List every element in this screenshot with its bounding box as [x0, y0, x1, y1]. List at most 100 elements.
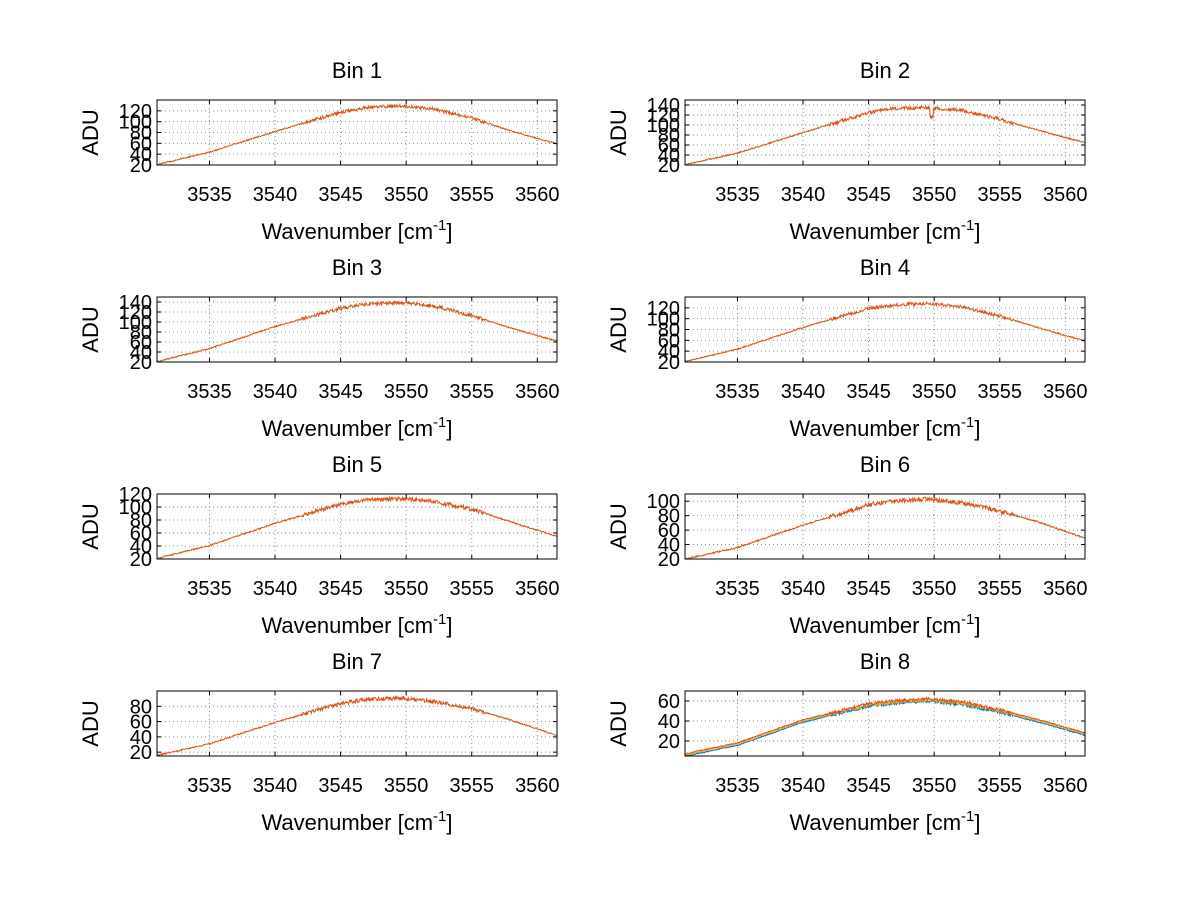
x-axis-label-bracket: ]: [974, 613, 980, 638]
y-tick-label: 80: [130, 123, 152, 145]
y-tick-label: 60: [658, 135, 680, 157]
data-series-line: [684, 104, 1086, 166]
x-axis-label-bracket: ]: [974, 219, 980, 244]
y-tick-label: 100: [647, 491, 680, 513]
subplot-title: Bin 4: [860, 255, 910, 280]
y-axis-label: ADU: [606, 503, 631, 549]
x-axis-label-text: Wavenumber [cm: [789, 810, 961, 835]
x-tick-label: 3540: [781, 381, 826, 403]
y-tick-label: 40: [658, 341, 680, 363]
x-tick-label: 3550: [384, 775, 429, 797]
y-tick-label: 60: [658, 691, 680, 713]
x-axis-label-superscript: -1: [433, 808, 446, 825]
x-tick-label: 3555: [978, 184, 1023, 206]
x-tick-label: 3560: [1043, 381, 1088, 403]
x-tick-label: 3545: [318, 381, 363, 403]
y-tick-label: 60: [658, 330, 680, 352]
x-axis-label-superscript: -1: [961, 414, 974, 431]
y-tick-label: 20: [130, 352, 152, 374]
subplot-bin-6: Bin 6 3535 3540 3545 3550 3555 3560 20406080100…: [606, 452, 1088, 638]
data-series-line: [684, 300, 1086, 363]
x-tick-label: 3550: [912, 184, 957, 206]
x-axis-label-superscript: -1: [433, 611, 446, 628]
data-series-line: [156, 102, 558, 166]
y-tick-label: 100: [119, 112, 152, 134]
y-axis-label: ADU: [606, 109, 631, 155]
subplot-title: Bin 7: [332, 649, 382, 674]
x-tick-label: 3560: [515, 775, 560, 797]
x-axis-label-bracket: ]: [446, 810, 452, 835]
y-axis-label: ADU: [606, 700, 631, 746]
x-tick-label: 3535: [715, 381, 760, 403]
x-tick-label: 3555: [978, 381, 1023, 403]
x-tick-label: 3545: [318, 775, 363, 797]
x-axis-label: Wavenumber [cm-1]: [261, 414, 452, 441]
x-tick-label: 3555: [978, 775, 1023, 797]
y-tick-label: 60: [130, 523, 152, 545]
x-axis-label-bracket: ]: [446, 613, 452, 638]
plot-area-frame: [156, 493, 558, 560]
y-tick-label: 20: [658, 731, 680, 753]
x-tick-label: 3550: [384, 381, 429, 403]
subplot-bin-5: Bin 5 3535 3540 3545 3550 3555 3560 20406080100…: [78, 452, 560, 638]
x-tick-label: 3555: [978, 578, 1023, 600]
y-tick-label: 60: [130, 712, 152, 734]
y-tick-label: 120: [647, 298, 680, 320]
x-axis-label-superscript: -1: [433, 217, 446, 234]
x-tick-label: 3540: [253, 578, 298, 600]
y-tick-label: 140: [647, 95, 680, 117]
x-axis-label: Wavenumber [cm-1]: [789, 414, 980, 441]
subplot-title: Bin 2: [860, 58, 910, 83]
y-tick-label: 120: [647, 105, 680, 127]
x-tick-label: 3545: [846, 775, 891, 797]
x-axis-label-text: Wavenumber [cm: [789, 219, 961, 244]
y-tick-label: 120: [119, 101, 152, 123]
x-axis-label-text: Wavenumber [cm: [261, 810, 433, 835]
y-tick-label: 80: [130, 510, 152, 532]
x-axis-label: Wavenumber [cm-1]: [789, 611, 980, 638]
data-series-line: [156, 694, 558, 757]
y-tick-label: 60: [130, 332, 152, 354]
y-tick-label: 100: [119, 312, 152, 334]
data-series-line: [156, 495, 558, 560]
x-axis-label: Wavenumber [cm-1]: [261, 611, 452, 638]
subplot-bin-2: Bin 2 3535 3540 3545 3550 3555 3560 20406080100…: [606, 58, 1088, 244]
x-tick-label: 3535: [715, 184, 760, 206]
x-tick-label: 3540: [253, 381, 298, 403]
subplot-bin-3: Bin 3 3535 3540 3545 3550 3555 3560 20406080100…: [78, 255, 560, 441]
y-axis-label: ADU: [78, 109, 103, 155]
y-axis-label: ADU: [78, 700, 103, 746]
x-tick-label: 3560: [1043, 184, 1088, 206]
x-tick-label: 3550: [912, 381, 957, 403]
x-tick-label: 3540: [781, 578, 826, 600]
y-tick-label: 20: [658, 155, 680, 177]
plot-area-frame: [156, 296, 558, 363]
x-tick-label: 3560: [515, 578, 560, 600]
y-tick-label: 20: [130, 549, 152, 571]
x-tick-label: 3535: [187, 578, 232, 600]
x-tick-label: 3560: [515, 381, 560, 403]
x-axis-label-text: Wavenumber [cm: [261, 416, 433, 441]
data-series-line: [684, 696, 1086, 755]
y-axis-label: ADU: [78, 306, 103, 352]
x-tick-label: 3550: [912, 775, 957, 797]
data-series-line: [684, 496, 1086, 560]
plot-area-frame: [156, 690, 558, 757]
subplot-title: Bin 1: [332, 58, 382, 83]
y-tick-label: 80: [658, 320, 680, 342]
y-tick-label: 140: [119, 292, 152, 314]
x-tick-label: 3540: [781, 775, 826, 797]
x-axis-label: Wavenumber [cm-1]: [789, 217, 980, 244]
x-axis-label-bracket: ]: [446, 416, 452, 441]
y-tick-label: 80: [658, 506, 680, 528]
plot-area-frame: [684, 690, 1086, 757]
x-tick-label: 3540: [781, 184, 826, 206]
data-series-line: [156, 299, 558, 363]
subplot-title: Bin 8: [860, 649, 910, 674]
y-tick-label: 20: [130, 742, 152, 764]
y-tick-label: 40: [130, 536, 152, 558]
y-tick-label: 80: [130, 696, 152, 718]
